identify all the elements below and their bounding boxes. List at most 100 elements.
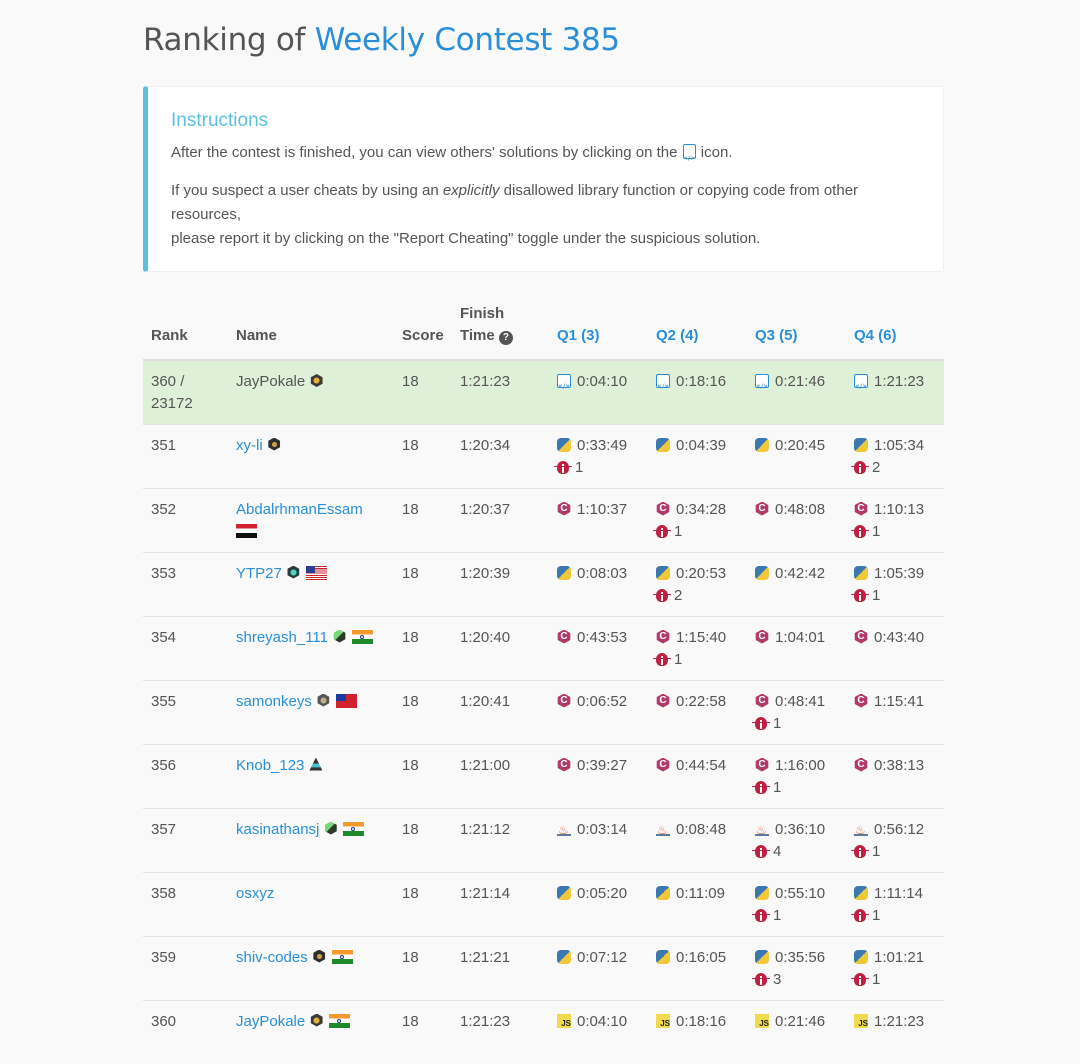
code-icon[interactable]	[557, 374, 571, 398]
submission-time-text: 0:44:54	[676, 756, 727, 774]
finish-time-cell: 1:20:37	[452, 487, 549, 552]
user-name-link[interactable]: shreyash_111	[236, 628, 329, 646]
submission-time: 0:18:16	[656, 371, 739, 398]
submission-time-text: 1:15:40	[676, 628, 727, 646]
question-q2-cell: 0:22:58	[648, 679, 747, 744]
java-icon[interactable]	[854, 819, 868, 841]
cpp-icon[interactable]	[557, 629, 571, 644]
question-q2-cell: 0:04:39	[648, 423, 747, 488]
user-name-link[interactable]: samonkeys	[236, 692, 312, 710]
cpp-icon[interactable]	[656, 501, 670, 516]
cpp-icon[interactable]	[854, 757, 868, 772]
score-cell: 18	[394, 999, 452, 1064]
cpp-icon[interactable]	[656, 629, 670, 644]
header-q1[interactable]: Q1 (3)	[549, 302, 648, 361]
user-name-link[interactable]: Knob_123	[236, 756, 305, 774]
python-icon[interactable]	[854, 885, 868, 900]
cpp-icon[interactable]	[755, 693, 769, 708]
user-name-link[interactable]: osxyz	[236, 884, 275, 902]
cpp-icon[interactable]	[854, 501, 868, 516]
submission-time-text: 0:22:58	[676, 692, 727, 710]
javascript-icon[interactable]	[656, 1013, 670, 1028]
cpp-icon[interactable]	[854, 629, 868, 644]
python-icon[interactable]	[656, 565, 670, 580]
python-icon[interactable]	[755, 565, 769, 580]
instructions-text: disallowed library function or copying c…	[171, 182, 859, 223]
cpp-icon[interactable]	[755, 757, 769, 772]
contest-link[interactable]: Weekly Contest 385	[314, 22, 620, 58]
cpp-icon[interactable]	[755, 501, 769, 516]
country-flag-icon	[305, 565, 327, 580]
submission-time: 0:39:27	[557, 755, 640, 777]
user-name-link[interactable]: shiv-codes	[236, 948, 308, 966]
header-q3[interactable]: Q3 (5)	[747, 302, 846, 361]
python-icon[interactable]	[854, 949, 868, 964]
question-circle-icon[interactable]: ?	[498, 331, 513, 345]
cpp-icon[interactable]	[557, 757, 571, 772]
submission-time: 1:10:37	[557, 499, 640, 521]
submission-time-text: 0:55:10	[775, 884, 826, 902]
cpp-icon[interactable]	[656, 757, 670, 772]
python-icon[interactable]	[656, 949, 670, 964]
user-badge-icon	[317, 693, 330, 707]
python-icon[interactable]	[854, 565, 868, 580]
rank-cell: 352	[143, 487, 228, 552]
javascript-icon[interactable]	[557, 1013, 571, 1028]
table-row: 355 samonkeys 181:20:41 0:06:52 0:22:58 0:48:…	[143, 679, 944, 744]
submission-time-text: 0:48:41	[775, 692, 826, 710]
java-icon[interactable]	[557, 819, 571, 841]
python-icon[interactable]	[557, 437, 571, 452]
header-q4[interactable]: Q4 (6)	[846, 302, 944, 361]
submission-time-text: 0:39:27	[577, 756, 628, 774]
python-icon[interactable]	[557, 949, 571, 964]
python-icon[interactable]	[557, 885, 571, 900]
question-q4-cell: 0:38:13	[846, 743, 944, 808]
cpp-icon[interactable]	[656, 693, 670, 708]
submission-time: 0:20:53	[656, 563, 739, 585]
python-icon[interactable]	[557, 565, 571, 580]
score-cell: 18	[394, 807, 452, 872]
bug-icon	[752, 844, 770, 858]
header-q2[interactable]: Q2 (4)	[648, 302, 747, 361]
java-icon[interactable]	[755, 819, 769, 841]
submission-time-text: 0:36:10	[775, 820, 826, 838]
user-name-link[interactable]: AbdalrhmanEssam	[236, 500, 363, 518]
question-q1-cell: 0:33:49 1	[549, 423, 648, 488]
ranking-table-body: 360 / 23172JayPokale181:21:230:04:100:18…	[143, 359, 944, 1064]
table-row: 358 osxyz 18 1:21:14 0:05:20 0:11:09 0:55:10 1 1…	[143, 871, 944, 936]
instructions-text: please report it by clicking on the "Rep…	[171, 230, 761, 247]
name-cell: YTP27	[228, 551, 394, 616]
python-icon[interactable]	[755, 949, 769, 964]
wrong-count: 1	[872, 842, 881, 860]
question-q3-cell: 0:21:46	[747, 359, 846, 424]
java-icon[interactable]	[656, 819, 670, 841]
cpp-icon[interactable]	[854, 693, 868, 708]
javascript-icon[interactable]	[755, 1013, 769, 1028]
submission-time-text: 0:42:42	[775, 564, 826, 582]
question-q2-cell: 0:08:48	[648, 807, 747, 872]
cpp-icon[interactable]	[557, 693, 571, 708]
user-name-link[interactable]: xy-li	[236, 436, 263, 454]
code-icon[interactable]	[656, 374, 670, 398]
user-name-link[interactable]: JayPokale	[236, 1012, 306, 1030]
javascript-icon[interactable]	[854, 1013, 868, 1028]
name-cell: AbdalrhmanEssam	[228, 487, 394, 552]
cpp-icon[interactable]	[557, 501, 571, 516]
code-icon[interactable]	[755, 374, 769, 398]
submission-time-text: 1:04:01	[775, 628, 826, 646]
question-q1-cell: 0:39:27	[549, 743, 648, 808]
cpp-icon[interactable]	[755, 629, 769, 644]
question-q2-cell: 0:34:28 1	[648, 487, 747, 552]
python-icon[interactable]	[755, 437, 769, 452]
code-icon[interactable]	[854, 374, 868, 398]
rank-cell: 355	[143, 679, 228, 744]
submission-time: 0:43:53	[557, 627, 640, 649]
submission-time: 0:55:10	[755, 883, 838, 905]
python-icon[interactable]	[656, 885, 670, 900]
python-icon[interactable]	[755, 885, 769, 900]
python-icon[interactable]	[656, 437, 670, 452]
user-name-link[interactable]: YTP27	[236, 564, 282, 582]
user-name-link[interactable]: kasinathansj	[236, 820, 320, 838]
python-icon[interactable]	[854, 437, 868, 452]
question-q4-cell: 1:21:23	[846, 359, 944, 424]
